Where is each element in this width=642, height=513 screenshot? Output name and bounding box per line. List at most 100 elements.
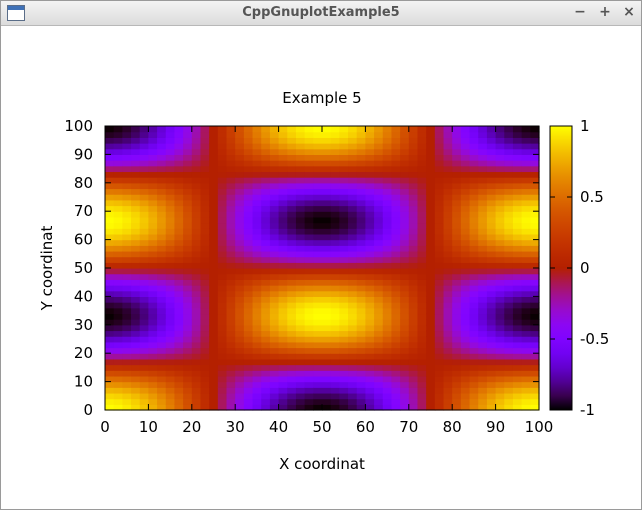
heatmap-cell	[105, 398, 115, 405]
x-tick-label: 0	[100, 418, 110, 436]
heatmap-cell	[452, 154, 462, 161]
heatmap-cell	[165, 239, 176, 246]
heatmap-cell	[295, 392, 306, 400]
heatmap-cell	[217, 358, 228, 366]
heatmap-cell	[122, 341, 132, 349]
heatmap-cell	[243, 364, 254, 371]
heatmap-cell	[348, 188, 358, 195]
minimize-button[interactable]: −	[574, 4, 586, 20]
heatmap-cell	[148, 182, 158, 190]
heatmap-cell	[452, 245, 462, 252]
heatmap-cell	[304, 347, 314, 354]
heatmap-cell	[434, 285, 445, 292]
heatmap-cell	[391, 370, 401, 377]
heatmap-cell	[486, 387, 497, 394]
heatmap-cell	[122, 302, 132, 309]
heatmap-cell	[252, 177, 262, 184]
title-bar[interactable]: CppGnuplotExample5 − + ×	[1, 1, 641, 26]
y-tick-label: 50	[74, 259, 93, 277]
heatmap-cell	[139, 188, 149, 195]
heatmap-cell	[139, 131, 149, 138]
heatmap-cell	[261, 188, 271, 195]
heatmap-cell	[174, 233, 184, 241]
heatmap-cell	[174, 211, 184, 218]
heatmap-cell	[521, 370, 531, 377]
heatmap-cell	[191, 392, 202, 400]
heatmap-cell	[408, 404, 419, 411]
heatmap-cell	[226, 177, 236, 184]
heatmap-cell	[131, 273, 141, 280]
heatmap-cell	[356, 358, 366, 366]
heatmap-cell	[382, 137, 393, 144]
heatmap-cell	[426, 364, 436, 371]
heatmap-cell	[322, 131, 332, 138]
heatmap-cell	[434, 375, 445, 383]
heatmap-cell	[486, 199, 497, 207]
heatmap-cell	[408, 364, 419, 371]
heatmap-cell	[330, 256, 340, 263]
heatmap-cell	[139, 381, 149, 388]
heatmap-cell	[131, 256, 141, 263]
heatmap-cell	[139, 222, 149, 229]
heatmap-cell	[165, 313, 176, 320]
heatmap-cell	[356, 216, 366, 224]
heatmap-cell	[469, 211, 479, 218]
heatmap-cell	[408, 177, 419, 184]
heatmap-cell	[391, 205, 401, 212]
heatmap-cell	[391, 375, 401, 383]
heatmap-cell	[512, 347, 523, 354]
heatmap-cell	[191, 211, 202, 218]
heatmap-cell	[512, 148, 523, 155]
heatmap-cell	[278, 199, 288, 207]
heatmap-cell	[400, 307, 410, 315]
heatmap-cell	[131, 126, 141, 133]
heatmap-cell	[313, 137, 323, 144]
heatmap-cell	[131, 330, 141, 337]
heatmap-cell	[209, 290, 219, 297]
heatmap-cell	[313, 392, 323, 400]
heatmap-cell	[478, 398, 488, 405]
heatmap-cell	[113, 216, 123, 224]
heatmap-cell	[452, 182, 462, 190]
heatmap-cell	[261, 245, 271, 252]
heatmap-cell	[235, 279, 245, 286]
heatmap-cell	[512, 199, 523, 207]
heatmap-cell	[469, 137, 479, 144]
heatmap-cell	[504, 171, 514, 178]
heatmap-cell	[443, 165, 453, 173]
x-axis-label: X coordinat	[279, 455, 365, 473]
heatmap-cell	[478, 392, 488, 400]
heatmap-cell	[356, 364, 366, 371]
heatmap-cell	[521, 171, 531, 178]
heatmap-cell	[235, 353, 245, 360]
heatmap-cell	[304, 199, 314, 207]
heatmap-cell	[486, 148, 497, 155]
heatmap-cell	[330, 302, 340, 309]
heatmap-cell	[295, 296, 306, 303]
heatmap-cell	[243, 387, 254, 394]
heatmap-cell	[330, 307, 340, 315]
heatmap-cell	[400, 313, 410, 320]
heatmap-cell	[521, 336, 531, 343]
heatmap-cell	[512, 171, 523, 178]
heatmap-cell	[261, 171, 271, 178]
heatmap-cell	[348, 398, 358, 405]
heatmap-cell	[443, 126, 453, 133]
x-tick-label: 90	[486, 418, 505, 436]
heatmap-cell	[174, 336, 184, 343]
heatmap-cell	[426, 182, 436, 190]
heatmap-cell	[322, 143, 332, 150]
heatmap-cell	[374, 228, 384, 235]
heatmap-cell	[113, 233, 123, 241]
heatmap-cell	[295, 341, 306, 349]
heatmap-cell	[200, 353, 210, 360]
heatmap-cell	[339, 148, 349, 155]
heatmap-cell	[113, 160, 123, 167]
heatmap-cell	[174, 370, 184, 377]
heatmap-cell	[304, 177, 314, 184]
heatmap-cell	[348, 256, 358, 263]
close-button[interactable]: ×	[623, 4, 635, 20]
heatmap-cell	[530, 182, 540, 190]
maximize-button[interactable]: +	[599, 4, 611, 20]
heatmap-cell	[460, 387, 471, 394]
